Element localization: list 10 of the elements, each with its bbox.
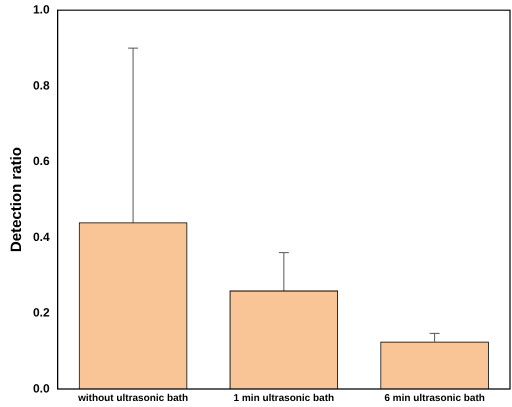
x-tick-label: without ultrasonic bath	[77, 392, 188, 404]
y-tick-label: 0.0	[32, 381, 50, 396]
y-tick-label: 0.6	[32, 154, 50, 168]
y-tick-label: 1.0	[32, 2, 50, 17]
y-tick-label: 0.4	[32, 230, 50, 244]
y-tick-label: 0.2	[32, 306, 50, 320]
y-axis-title: Detection ratio	[8, 147, 26, 252]
x-tick-label: 1 min ultrasonic bath	[234, 392, 334, 404]
y-tick-label: 0.8	[32, 78, 50, 92]
x-tick-label: 6 min ultrasonic bath	[384, 392, 485, 404]
